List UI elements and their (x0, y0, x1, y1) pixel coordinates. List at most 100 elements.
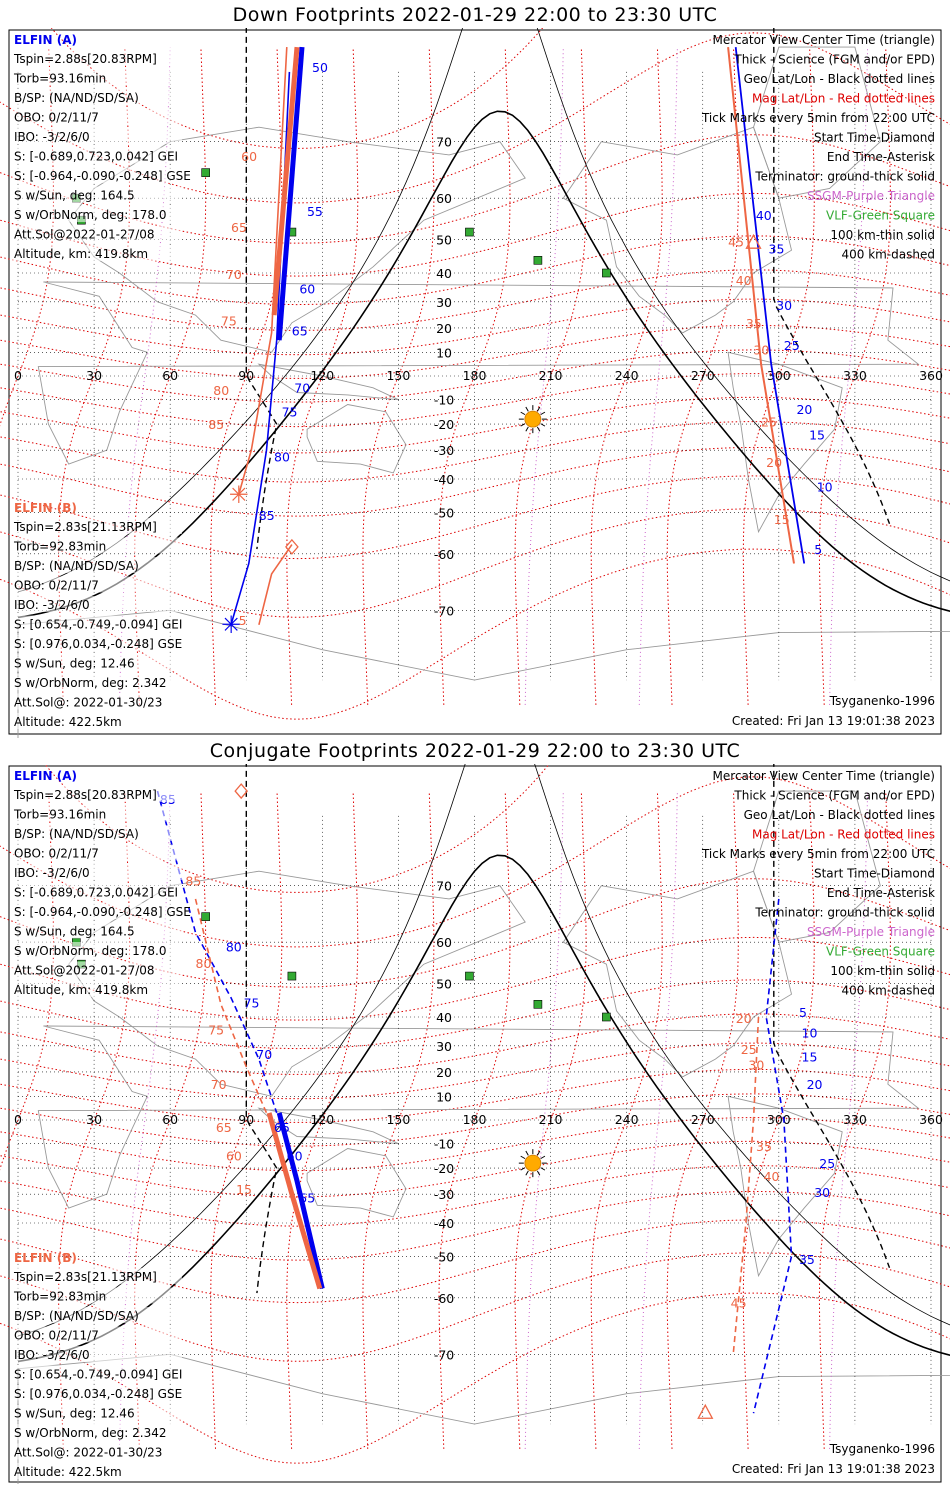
lon-tick-label: 180 (463, 1112, 487, 1127)
info-line-bg (12, 1365, 182, 1382)
info-line: IBO: -3/2/6/0 (14, 130, 90, 144)
info-line: B/SP: (NA/ND/SD/SA) (14, 1309, 139, 1323)
elfin-a-time-tick: 40 (756, 208, 772, 223)
legend-item: Mercator View Center Time (triangle) (713, 769, 935, 783)
info-line-bg (12, 883, 182, 900)
elfin-b-time-tick: 85 (185, 874, 201, 889)
mag-longitude-line (666, 791, 739, 1449)
sun-icon (518, 1149, 547, 1178)
elfin-a-track (752, 898, 793, 1414)
info-line-bg (12, 864, 182, 880)
lat-tick-label: 50 (436, 977, 452, 992)
info-line: Att.Sol@: 2022-01-30/23 (14, 696, 162, 710)
mag-longitude-line (590, 791, 663, 1449)
info-line: Altitude: 422.5km (14, 715, 122, 729)
mag-latitude-line (0, 421, 950, 483)
elfin-a-time-tick: 30 (814, 1185, 830, 1200)
elfin-b-time-tick: 75 (221, 313, 237, 328)
info-line: B/SP: (NA/ND/SD/SA) (14, 559, 139, 573)
legend: Mercator View Center Time (triangle) Thic… (701, 33, 935, 262)
info-line: S w/OrbNorm, deg: 2.342 (14, 676, 166, 690)
mag-longitude-line (742, 47, 815, 705)
lon-tick-label: 300 (767, 368, 791, 383)
legend-item: VLF-Green Square (826, 209, 935, 223)
mag-latitude-line (0, 475, 950, 560)
mag-lat-lon-grid (0, 764, 950, 1464)
sun-ray (540, 411, 546, 416)
info-header: ELFIN (A) (14, 769, 77, 783)
sun-ray (520, 1155, 526, 1160)
elfin-b-science-track (271, 46, 300, 316)
sun-ray (525, 406, 529, 412)
satellite-footprint-tracks: 8580757065605551015202530358580757065601… (156, 783, 835, 1419)
lat-tick-label: 40 (436, 266, 452, 281)
end-asterisk-icon: ✳ (229, 481, 249, 509)
mag-longitude-line (742, 791, 815, 1449)
lon-tick-label: 270 (691, 1112, 715, 1127)
info-line-bg (12, 186, 182, 203)
down-footprints-map: 0 30 60 90 120 150 180 210 240 270 300 330 360 70605… (0, 28, 950, 738)
elfin-b-time-tick: 15 (774, 512, 790, 527)
sun-ray (536, 1170, 541, 1176)
lat-tick-label: -10 (434, 1137, 454, 1152)
lat-tick-label: -60 (434, 1291, 454, 1306)
info-line: Altitude, km: 419.8km (14, 983, 148, 997)
vlf-station (533, 256, 543, 265)
down-panel-title: Down Footprints 2022-01-29 22:00 to 23:3… (232, 4, 718, 26)
created-label: Created: Fri Jan 13 19:01:38 2023 (732, 1462, 935, 1476)
mag-latitude-line (0, 776, 950, 948)
elfin-a-time-tick: 55 (307, 204, 323, 219)
elfin-b-time-tick: 20 (736, 1011, 752, 1026)
elfin-b-time-tick: 70 (226, 267, 242, 282)
info-line: S w/OrbNorm, deg: 178.0 (14, 208, 166, 222)
geo-lat-lon-grid (17, 815, 932, 1425)
lon-tick-label: 180 (463, 368, 487, 383)
vlf-station (287, 971, 297, 981)
elfin-b-time-tick: 40 (736, 273, 752, 288)
terminator-curves (17, 28, 950, 619)
coastline (257, 363, 399, 401)
elfin-a-time-tick: 80 (274, 449, 290, 464)
vlf-station (465, 227, 474, 237)
credit-label: Tsyganenko-1996 (829, 1442, 935, 1456)
lat-tick-label: -30 (434, 443, 454, 458)
elfin-a-time-tick: 25 (819, 1156, 835, 1171)
mag-longitude-line (514, 47, 587, 705)
info-line: S: [0.976,0.034,-0.248] GSE (14, 1387, 182, 1401)
mag-latitude-line (0, 1292, 950, 1464)
elfin-a-time-tick: 10 (817, 480, 833, 495)
start-diamond-icon (234, 783, 249, 800)
mag-latitude-line (44, 764, 550, 893)
elfin-a-time-tick: 75 (244, 996, 260, 1011)
lat-tick-label: -30 (434, 1187, 454, 1202)
info-line: Att.Sol@: 2022-01-30/23 (14, 1446, 162, 1460)
elfin-a-info: ELFIN (A) Tspin=2.88s[20.83RPM] Torb=93.16… (12, 769, 191, 997)
elfin-a-track (734, 46, 806, 564)
lat-tick-label: -40 (434, 1216, 454, 1231)
mag-latitude-line (0, 1219, 950, 1304)
mag-longitude-line (362, 791, 435, 1449)
elfin-b-time-tick: 35 (746, 316, 762, 331)
elfin-b-track (237, 47, 288, 496)
lon-tick-label: 240 (615, 368, 639, 383)
geo-lat-lon-grid (17, 71, 932, 681)
info-line: IBO: -3/2/6/0 (14, 598, 90, 612)
info-line: S: [-0.689,0.723,0.042] GEI (14, 886, 178, 900)
lon-tick-label: 210 (539, 1112, 563, 1127)
elfin-b-info: ELFIN (B) Tspin=2.83s[21.13RPM] Torb=92.83… (12, 1251, 182, 1479)
elfin-b-time-tick: 40 (764, 1169, 780, 1184)
conjugate-footprints-map: 0 30 60 90 120 150 180 210 240 270 300 330 360 70605… (0, 764, 950, 1484)
lat-tick-label: 60 (436, 191, 452, 206)
elfin-a-time-tick: 30 (776, 298, 792, 313)
lat-tick-label: 50 (436, 233, 452, 248)
center-time-triangle-icon (745, 233, 762, 249)
mag-longitude-line (210, 791, 283, 1449)
elfin-a-time-tick: 75 (282, 405, 298, 420)
coastline (727, 351, 843, 534)
sun-ray (540, 1155, 546, 1160)
info-line-bg (12, 1443, 182, 1460)
info-line: Tspin=2.88s[20.83RPM] (13, 788, 157, 802)
elfin-a-time-tick: 60 (287, 1149, 303, 1164)
sun-ray (536, 406, 541, 412)
elfin-a-time-tick: 65 (274, 1120, 290, 1135)
